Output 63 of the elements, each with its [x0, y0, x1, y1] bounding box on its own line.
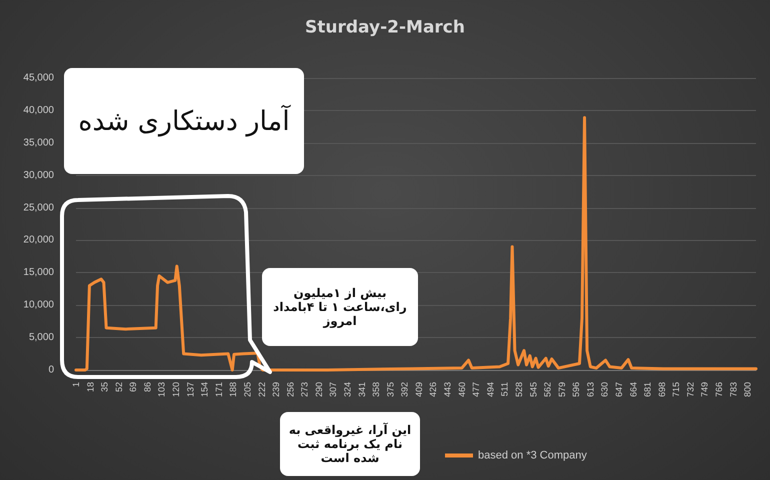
x-tick-label: 120: [171, 382, 182, 398]
x-tick-label: 664: [628, 382, 638, 398]
x-tick-label: 154: [200, 382, 210, 398]
x-tick-label: 188: [228, 382, 238, 398]
x-tick-label: 681: [642, 382, 653, 398]
x-tick-label: 477: [471, 382, 482, 398]
x-tick-label: 426: [428, 382, 438, 398]
x-tick-label: 800: [742, 382, 753, 398]
x-tick-label: 409: [414, 382, 424, 398]
x-tick-label: 596: [571, 382, 582, 398]
y-tick-label: 20,000: [23, 234, 54, 246]
x-tick-label: 273: [300, 382, 310, 398]
x-tick-label: 732: [685, 382, 696, 398]
text-box: بیش از ۱میلیون رای،ساعت ۱ تا ۴بامداد امروز: [262, 268, 418, 346]
x-tick-label: 494: [485, 382, 496, 398]
x-tick-label: 460: [456, 382, 467, 398]
x-tick-label: 69: [128, 382, 138, 392]
x-tick-label: 103: [156, 382, 167, 398]
y-tick-label: 30,000: [23, 170, 54, 181]
x-tick-label: 562: [542, 382, 553, 398]
y-tick-label: 5,000: [28, 332, 54, 344]
x-tick-label: 613: [585, 382, 596, 398]
x-tick-label: 1: [71, 382, 81, 388]
text-box: آمار دستکاری شده: [64, 68, 304, 174]
x-tick-label: 698: [656, 382, 667, 398]
x-tick-label: 341: [356, 382, 367, 398]
x-tick-label: 307: [328, 382, 338, 398]
x-tick-label: 290: [314, 382, 324, 398]
y-tick-label: 35,000: [23, 137, 54, 148]
x-tick-label: 137: [185, 382, 196, 398]
x-tick-label: 18: [85, 382, 96, 392]
x-tick-label: 239: [271, 382, 282, 398]
x-tick-label: 783: [728, 382, 738, 398]
y-tick-label: 25,000: [23, 202, 54, 214]
x-tick-label: 35: [100, 382, 110, 392]
x-tick-label: 630: [600, 382, 610, 398]
x-tick-label: 443: [442, 382, 453, 398]
x-tick-label: 647: [614, 382, 624, 398]
x-tick-label: 545: [528, 382, 538, 398]
y-tick-label: 10,000: [23, 300, 54, 311]
x-tick-label: 86: [142, 382, 152, 392]
x-tick-label: 256: [285, 382, 296, 398]
x-tick-label: 715: [671, 382, 682, 398]
x-tick-label: 222: [256, 382, 267, 398]
x-tick-label: 766: [714, 382, 724, 398]
y-tick-label: 15,000: [23, 267, 54, 278]
x-tick-label: 52: [114, 382, 124, 392]
x-tick-label: 171: [214, 382, 224, 398]
y-tick-label: 45,000: [23, 72, 54, 84]
x-tick-label: 358: [371, 382, 382, 398]
y-tick-label: 40,000: [23, 104, 54, 116]
x-tick-label: 392: [400, 382, 410, 398]
x-tick-label: 324: [342, 382, 352, 398]
x-tick-label: 749: [700, 382, 710, 398]
x-tick-label: 579: [556, 382, 567, 398]
x-tick-label: 511: [500, 382, 510, 396]
chart-title: Sturday-2-March: [305, 18, 465, 38]
x-tick-label: 528: [514, 382, 524, 398]
text-box: این آرا، غیرواقعی به نام یک برنامه ثبت شده است: [280, 412, 420, 476]
x-tick-label: 375: [385, 382, 396, 398]
y-tick-label: 0: [48, 364, 54, 376]
x-tick-label: 205: [242, 382, 252, 398]
legend-label: based on *3 Company: [478, 450, 588, 462]
